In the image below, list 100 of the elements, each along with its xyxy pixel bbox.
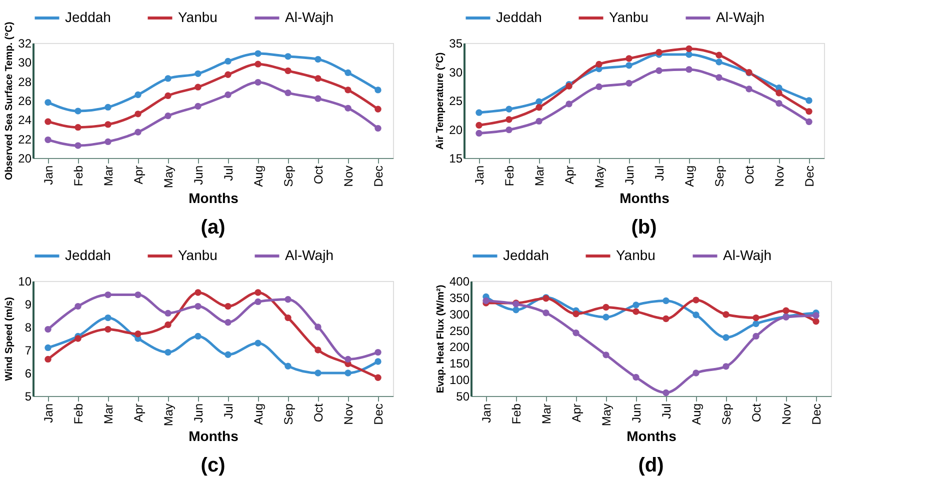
point (44, 99, 52, 106)
point (74, 335, 82, 342)
point (686, 45, 692, 52)
point (104, 291, 112, 298)
point (374, 86, 382, 94)
point (632, 308, 640, 315)
point (692, 311, 700, 318)
x-tick-label: Apr (562, 166, 576, 184)
y-tick-label: 6 (24, 366, 32, 380)
legend-label: Jeddah (503, 247, 549, 263)
point (692, 370, 700, 376)
x-axis-title: Months (188, 190, 239, 206)
y-tick-label: 20 (449, 122, 463, 137)
point (722, 311, 730, 318)
point (512, 306, 520, 314)
point (224, 91, 232, 98)
point (104, 121, 112, 128)
point (254, 78, 262, 86)
legend-label: Al-Wajh (723, 247, 772, 263)
point (752, 314, 760, 322)
x-tick-label: Sep (282, 165, 296, 187)
y-tick-label: 300 (449, 307, 470, 322)
point (44, 344, 52, 352)
point (254, 340, 262, 346)
point (284, 67, 292, 74)
y-tick-label: 28 (18, 74, 32, 89)
x-tick-label: Mar (532, 166, 546, 186)
y-tick-label: 25 (449, 94, 463, 108)
point (692, 296, 700, 304)
x-tick-label: Oct (312, 164, 326, 184)
point (284, 53, 292, 60)
x-tick-label: Nov (780, 404, 794, 425)
point (224, 351, 232, 358)
legend-label: Jeddah (65, 247, 111, 263)
x-tick-label: May (162, 404, 176, 426)
x-tick-label: Jul (222, 166, 236, 181)
y-tick-label: 350 (449, 290, 470, 305)
point (344, 86, 352, 94)
point (284, 314, 292, 322)
x-tick-label: Aug (252, 404, 266, 425)
text: (d) (638, 454, 664, 477)
y-tick-label: 8 (24, 320, 32, 334)
x-tick-label: Jun (192, 166, 206, 185)
point (284, 296, 292, 303)
x-tick-label: Aug (682, 166, 696, 187)
x-tick-label: Mar (540, 404, 554, 424)
point (164, 112, 172, 120)
point (716, 52, 722, 58)
x-tick-label: Dec (372, 166, 386, 187)
y-tick-label: 26 (18, 94, 32, 108)
point (506, 106, 512, 112)
x-tick-label: Jul (652, 166, 666, 181)
point (536, 118, 542, 125)
legend-label: Yanbu (178, 247, 218, 263)
x-tick-label: Oct (312, 402, 326, 422)
point (44, 118, 52, 125)
x-tick-label: Jan (480, 404, 494, 423)
point (746, 86, 752, 92)
point (44, 136, 52, 144)
text: (a) (200, 216, 226, 239)
point (164, 348, 172, 356)
point (224, 71, 232, 78)
x-tick-label: Apr (132, 404, 146, 422)
point (194, 70, 202, 78)
point (656, 48, 662, 56)
legend-label: Al-Wajh (716, 9, 764, 25)
point (686, 66, 692, 73)
point (224, 302, 232, 310)
point (164, 321, 172, 328)
x-tick-label: Oct (750, 402, 764, 422)
point (104, 314, 112, 322)
x-tick-label: Nov (342, 166, 356, 187)
x-tick-label: Apr (132, 166, 146, 184)
x-tick-label: Aug (252, 166, 266, 187)
text: (c) (200, 454, 226, 477)
point (602, 352, 610, 358)
point (662, 389, 670, 396)
y-tick-label: 50 (456, 390, 470, 404)
point (812, 312, 820, 319)
legend-label: Al-Wajh (285, 247, 334, 263)
x-tick-label: Dec (810, 404, 824, 425)
x-tick-label: Mar (102, 166, 116, 186)
x-tick-label: Jan (472, 166, 486, 185)
x-tick-label: Feb (72, 403, 86, 424)
point (806, 97, 812, 104)
point (74, 302, 82, 310)
y-axis-title: Air Temperature (°C) (435, 52, 446, 150)
x-axis-title: Months (188, 428, 239, 444)
point (536, 104, 542, 111)
point (722, 363, 730, 370)
point (74, 124, 82, 131)
point (194, 289, 202, 296)
x-tick-label: Sep (712, 165, 726, 187)
point (776, 90, 782, 96)
point (314, 95, 322, 102)
point (314, 346, 322, 354)
y-tick-label: 35 (449, 36, 463, 50)
point (194, 302, 202, 310)
legend-label: Yanbu (178, 9, 218, 25)
x-tick-label: Jun (622, 166, 636, 185)
